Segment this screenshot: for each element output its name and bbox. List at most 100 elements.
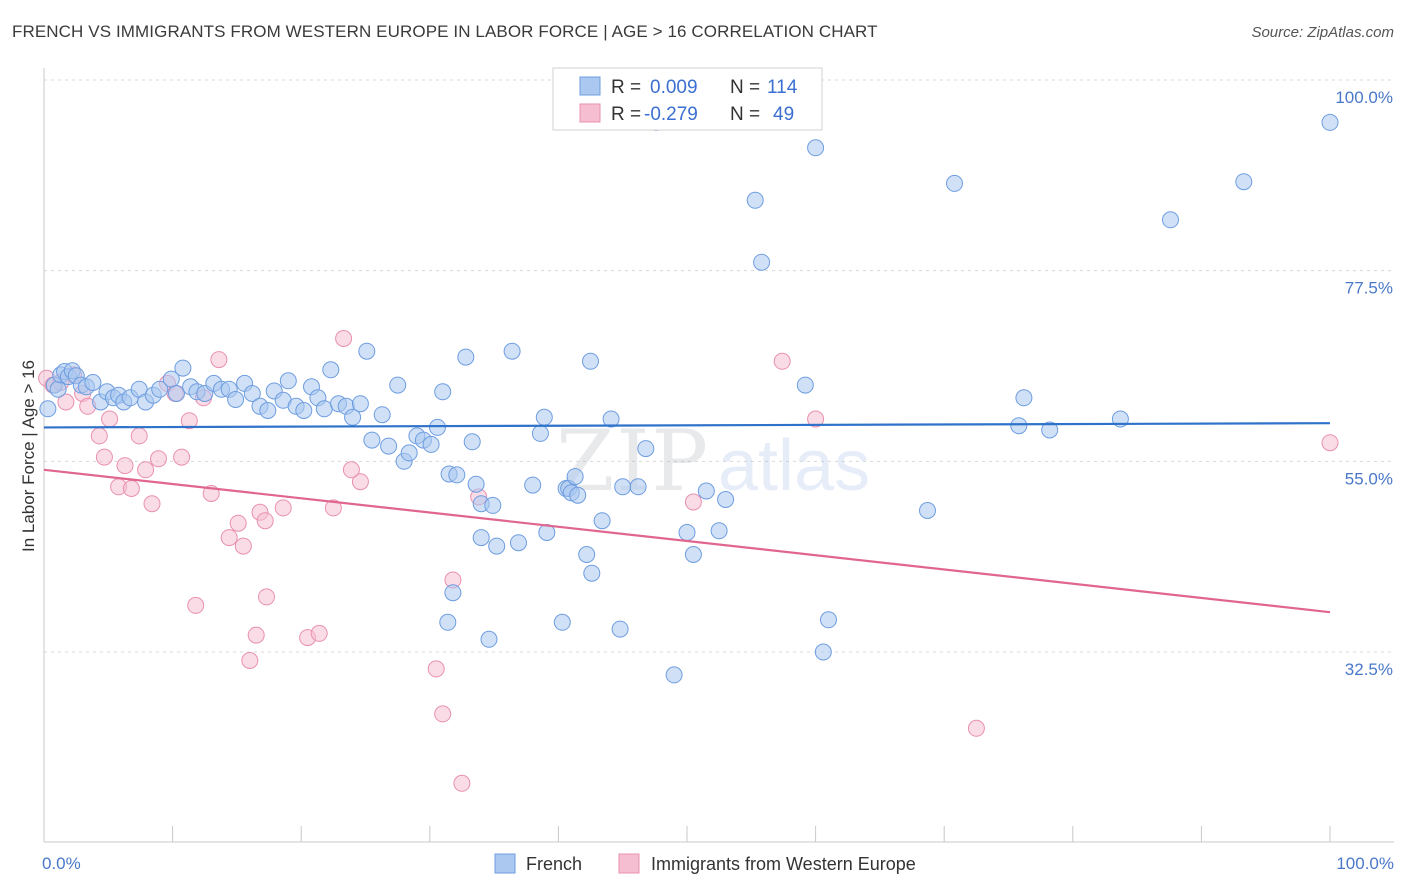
legend-immigrant-swatch xyxy=(579,103,601,123)
grid-lines xyxy=(44,79,1394,653)
legend-french-n-label: N = xyxy=(730,77,760,98)
french-point xyxy=(524,476,542,494)
legend-immigrant-n-value: 49 xyxy=(773,104,794,125)
immigrant-point xyxy=(342,461,360,479)
french-point xyxy=(422,435,440,453)
series-legend-french-swatch xyxy=(494,853,516,874)
french-point xyxy=(665,666,683,684)
legend-french-n-value: 114 xyxy=(767,77,798,98)
french-point xyxy=(746,191,764,209)
immigrant-point xyxy=(453,774,471,792)
immigrant-point xyxy=(90,427,108,445)
immigrant-point xyxy=(234,537,252,555)
french-point xyxy=(448,466,466,484)
french-point xyxy=(535,408,553,426)
watermark-atlas: atlas xyxy=(718,426,870,506)
immigrant-point xyxy=(335,330,353,347)
legend-immigrant-n-label: N = xyxy=(730,104,760,125)
french-point xyxy=(174,359,192,377)
french-point xyxy=(510,534,527,552)
immigrant-point xyxy=(241,652,259,669)
french-point xyxy=(503,342,521,360)
immigrant-point xyxy=(229,514,247,532)
french-point xyxy=(753,253,771,271)
immigrant-point xyxy=(57,393,75,411)
x-axis-ticks xyxy=(43,826,1331,842)
french-point xyxy=(796,376,814,394)
french-point xyxy=(1010,417,1028,435)
french-point xyxy=(583,564,601,582)
french-point xyxy=(488,537,506,555)
french-point xyxy=(358,342,376,360)
french-point xyxy=(697,482,715,500)
french-point xyxy=(457,348,475,366)
french-point xyxy=(467,475,485,493)
french-point xyxy=(553,613,571,631)
french-point xyxy=(602,410,620,428)
french-point xyxy=(439,613,457,631)
french-point xyxy=(151,380,169,398)
french-point xyxy=(279,372,297,390)
y-tick-label: 32.5% xyxy=(1345,660,1393,679)
immigrant-point xyxy=(324,499,342,517)
french-point xyxy=(678,524,696,541)
series-legend-french-label: French xyxy=(526,854,582,874)
french-point xyxy=(444,584,462,602)
immigrant-point xyxy=(256,512,274,530)
french-point xyxy=(373,406,391,424)
french-point xyxy=(1235,173,1253,191)
immigrant-point xyxy=(773,352,791,370)
french-point xyxy=(243,385,261,402)
immigrant-point xyxy=(150,450,167,468)
french-point xyxy=(1321,113,1339,131)
french-point xyxy=(814,643,832,661)
french-point xyxy=(611,620,629,638)
french-point xyxy=(463,433,481,451)
french-point xyxy=(820,611,837,629)
french-point xyxy=(1041,421,1059,439)
french-point xyxy=(578,546,596,563)
immigrant-point xyxy=(310,624,328,642)
immigrant-point xyxy=(180,412,198,430)
immigrant-point xyxy=(274,499,292,517)
immigrant-point xyxy=(137,461,155,479)
french-point xyxy=(49,380,67,398)
immigrant-point xyxy=(143,495,161,513)
french-point xyxy=(389,376,407,394)
french-point xyxy=(322,361,340,379)
immigrant-point xyxy=(258,588,275,606)
french-point xyxy=(400,444,418,462)
french-point xyxy=(614,478,632,496)
french-point xyxy=(1015,389,1033,407)
french-point xyxy=(344,408,362,426)
immigrant-point xyxy=(220,529,238,547)
french-point xyxy=(168,385,185,402)
source-label: Source: ZipAtlas.com xyxy=(1251,24,1394,41)
legend-french-swatch xyxy=(579,76,601,96)
immigrant-point xyxy=(122,480,140,497)
french-point xyxy=(717,491,735,508)
french-point xyxy=(710,522,728,540)
correlation-legend: R = 0.009 N = 114 R = -0.279 N = 49 xyxy=(552,67,823,131)
immigrant-point xyxy=(247,626,265,644)
immigrant-point xyxy=(351,473,369,491)
french-point xyxy=(39,400,57,418)
french-point xyxy=(593,512,611,530)
legend-immigrant-r-label: R = xyxy=(611,104,641,125)
y-tick-labels: 32.5% 55.0% 77.5% 100.0% xyxy=(1335,88,1393,679)
y-tick-label: 100.0% xyxy=(1335,88,1393,107)
immigrant-point xyxy=(95,448,113,466)
french-point xyxy=(259,402,277,419)
immigrant-point xyxy=(427,660,445,678)
immigrant-point xyxy=(434,705,452,723)
french-point xyxy=(807,139,825,157)
x-tick-label-min: 0.0% xyxy=(42,854,81,873)
x-tick-label-max: 100.0% xyxy=(1336,854,1394,873)
y-tick-label: 77.5% xyxy=(1345,279,1393,298)
immigrant-point xyxy=(101,410,119,428)
french-point xyxy=(946,174,963,192)
french-point xyxy=(684,546,702,563)
french-point xyxy=(480,630,498,648)
immigrant-point xyxy=(116,457,134,475)
